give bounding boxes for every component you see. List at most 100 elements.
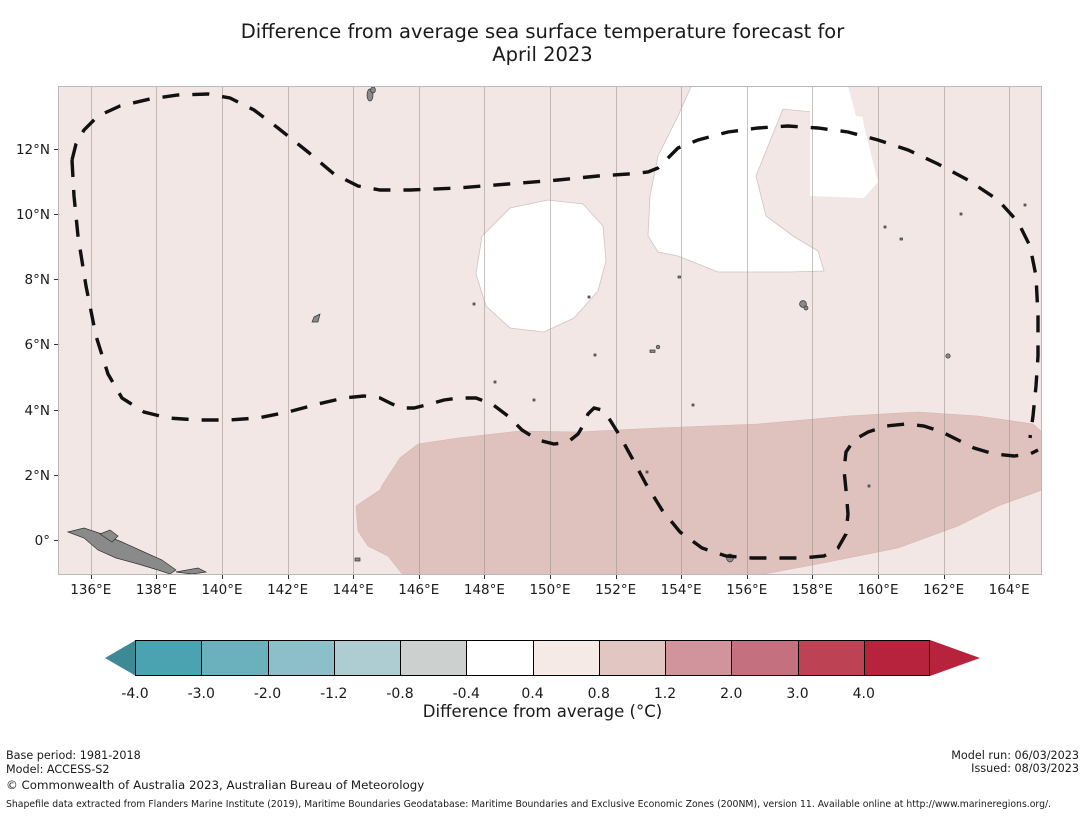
gridline-lon-152 <box>615 86 617 575</box>
colorbar-segment-4 <box>400 640 467 676</box>
colorbar-tick--0.4: -0.4 <box>452 686 480 702</box>
ytick-label-10n: 10°N <box>15 207 50 223</box>
eez-boundary <box>70 92 1040 560</box>
ytick-label-2n: 2°N <box>24 468 50 484</box>
tick-lon-142 <box>287 575 289 579</box>
colorbar-axis-label: Difference from average (°C) <box>422 702 663 721</box>
tick-lon-146 <box>418 575 420 579</box>
xtick-label-138e: 138°E <box>135 582 177 598</box>
anomaly-region-neutral-northeast <box>647 86 873 273</box>
gridline-lat-10 <box>58 214 1042 215</box>
gridline-lon-158 <box>812 86 814 575</box>
colorbar-extend-min-arrow <box>105 640 136 676</box>
gridline-lon-142 <box>287 86 289 575</box>
colorbar-segment-2 <box>267 640 334 676</box>
gridline-lat-2 <box>58 475 1042 476</box>
tick-lon-140 <box>222 575 223 579</box>
colorbar-segment-1 <box>201 640 268 676</box>
colorbar-tick-4.0: 4.0 <box>852 686 875 702</box>
gridline-lon-146 <box>418 86 420 575</box>
anomaly-region-neutral-central <box>475 199 607 333</box>
xtick-label-154e: 154°E <box>660 582 702 598</box>
tick-lat-6 <box>54 344 58 345</box>
land-layer <box>66 86 1027 575</box>
tick-lon-148 <box>484 575 486 579</box>
xtick-label-162e: 162°E <box>923 582 965 598</box>
colorbar-segment-7 <box>598 640 665 676</box>
gridline-lon-162 <box>943 86 945 575</box>
colorbar-tick--2.0: -2.0 <box>253 686 282 702</box>
xtick-label-142e: 142°E <box>267 582 309 598</box>
xtick-label-156e: 156°E <box>726 582 768 598</box>
ytick-label-6n: 6°N <box>24 337 50 353</box>
tick-lon-144 <box>353 575 355 579</box>
tick-lon-156 <box>746 575 748 579</box>
xtick-label-158e: 158°E <box>791 582 833 598</box>
page-title: Difference from average sea surface temp… <box>240 20 845 66</box>
gridline-lon-154 <box>681 86 683 575</box>
xtick-label-140e: 140°E <box>201 582 243 598</box>
xtick-label-164e: 164°E <box>988 582 1030 598</box>
xtick-label-150e: 150°E <box>529 582 571 598</box>
gridline-lon-136 <box>90 86 92 575</box>
tick-lon-150 <box>550 575 551 579</box>
colorbar-segment-11 <box>863 640 930 676</box>
tick-lon-162 <box>943 575 945 579</box>
footer-model-run: Model run: 06/03/2023 <box>951 749 1079 762</box>
colorbar-segment-6 <box>532 640 599 676</box>
tick-lon-152 <box>615 575 617 579</box>
gridline-lon-138 <box>156 86 158 575</box>
colorbar-segment-5 <box>466 640 533 676</box>
colorbar-tick-3.0: 3.0 <box>786 686 809 702</box>
footer-model: Model: ACCESS-S2 <box>6 763 110 776</box>
colorbar-tick-2.0: 2.0 <box>720 686 743 702</box>
gridline-lon-148 <box>484 86 486 575</box>
tick-lat-0 <box>54 540 58 541</box>
anomaly-region-warm-tongue <box>355 411 1042 575</box>
gridline-lon-140 <box>222 86 223 575</box>
footer-issued: Issued: 08/03/2023 <box>971 762 1079 775</box>
tick-lon-158 <box>812 575 814 579</box>
colorbar-segment-0 <box>135 640 202 676</box>
ytick-label-12n: 12°N <box>15 142 50 158</box>
xtick-label-152e: 152°E <box>595 582 637 598</box>
colorbar-tick-1.2: 1.2 <box>653 686 677 702</box>
tick-lon-164 <box>1009 575 1011 579</box>
colorbar-tick--4.0: -4.0 <box>121 686 149 702</box>
gridline-lat-12 <box>58 149 1042 150</box>
colorbar-segment-3 <box>333 640 400 676</box>
tick-lat-4 <box>54 410 58 411</box>
gridline-lat-0 <box>58 540 1042 541</box>
footer-copyright: © Commonwealth of Australia 2023, Austra… <box>6 778 425 792</box>
tick-lon-154 <box>681 575 683 579</box>
tick-lat-2 <box>54 475 58 476</box>
colorbar-extend-max-arrow <box>930 640 980 676</box>
tick-lat-10 <box>54 214 58 215</box>
colorbar-tick--3.0: -3.0 <box>187 686 215 702</box>
ytick-label-4n: 4°N <box>24 403 50 419</box>
ytick-label-0: 0° <box>34 533 50 549</box>
xtick-label-136e: 136°E <box>70 582 112 598</box>
anomaly-region-neutral-northeast-upper <box>810 86 938 198</box>
colorbar-segment-9 <box>731 640 798 676</box>
ytick-label-8n: 8°N <box>24 272 50 288</box>
gridline-lon-160 <box>878 86 879 575</box>
colorbar-tick-0.8: 0.8 <box>587 686 610 702</box>
xtick-label-146e: 146°E <box>398 582 440 598</box>
gridline-lon-144 <box>353 86 355 575</box>
gridline-lat-4 <box>58 410 1042 411</box>
colorbar-tick--1.2: -1.2 <box>320 686 348 702</box>
tick-lon-136 <box>90 575 92 579</box>
footer-base-period: Base period: 1981-2018 <box>6 749 141 762</box>
tick-lat-8 <box>54 279 58 280</box>
map-plot-area <box>58 86 1042 575</box>
gridline-lon-164 <box>1009 86 1011 575</box>
colorbar-segment-10 <box>797 640 864 676</box>
colorbar-segment-8 <box>665 640 732 676</box>
gridline-lat-6 <box>58 344 1042 345</box>
gridline-lon-150 <box>550 86 551 575</box>
xtick-label-148e: 148°E <box>463 582 505 598</box>
colorbar-tick--0.8: -0.8 <box>386 686 414 702</box>
xtick-label-144e: 144°E <box>332 582 374 598</box>
colorbar: -4.0 -3.0 -2.0 -1.2 -0.8 -0.4 0.4 0.8 1.… <box>0 640 1085 740</box>
